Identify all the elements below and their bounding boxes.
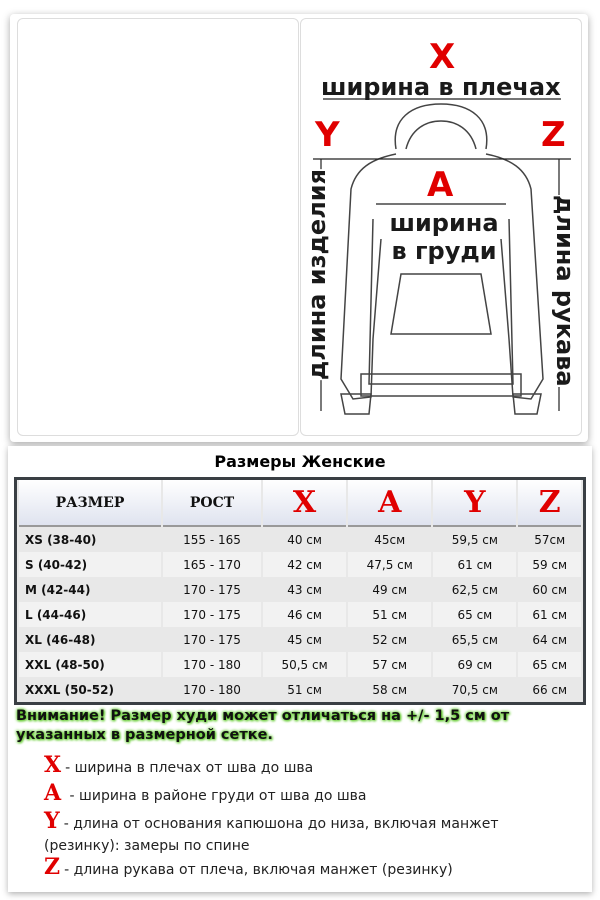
size-warning: Внимание! Размер худи может отличаться н… bbox=[16, 708, 510, 743]
height-cell: 170 - 180 bbox=[163, 652, 261, 677]
x-cell: 45 см bbox=[287, 632, 322, 647]
z-cell: 59 см bbox=[518, 552, 581, 577]
table-row: L (44-46) 170 - 175 46 см 51 см 65 см 61 см bbox=[19, 602, 581, 627]
table-row: M (42-44) 170 - 175 43 см 49 см 62,5 см 60 см bbox=[19, 577, 581, 602]
y-label: длина изделия bbox=[303, 169, 331, 381]
x-cell: 50,5 см bbox=[263, 652, 347, 677]
x-cell: 43 см bbox=[287, 582, 322, 597]
y-cell: 65,5 см bbox=[451, 632, 498, 647]
y-marker: Y bbox=[315, 115, 340, 155]
a-cell: 49 см bbox=[372, 582, 408, 597]
a-label-line2: в груди bbox=[391, 237, 497, 265]
header-a: A bbox=[348, 480, 432, 527]
y-cell: 65 см bbox=[433, 602, 517, 627]
table-row: S (40-42) 165 - 170 42 см 47,5 см 61 см 59 см bbox=[19, 552, 581, 577]
z-cell: 60 см bbox=[532, 582, 568, 597]
height-cell: 170 - 175 bbox=[183, 632, 241, 647]
size-table: РАЗМЕР РОСТ X A Y Z XS (38-40) 155 - 165 4… bbox=[14, 477, 586, 705]
z-cell: 64 см bbox=[532, 632, 568, 647]
legend-x: X- ширина в плечах от шва до шва bbox=[44, 754, 554, 779]
y-cell: 70,5 см bbox=[451, 682, 498, 697]
z-cell: 61 см bbox=[518, 602, 581, 627]
height-cell: 170 - 175 bbox=[183, 582, 241, 597]
table-row: XS (38-40) 155 - 165 40 см 45см 59,5 см 57см bbox=[19, 527, 581, 552]
header-y: Y bbox=[433, 480, 517, 527]
x-cell: 42 см bbox=[263, 552, 347, 577]
page-title: Размеры Женские bbox=[214, 452, 386, 471]
a-cell: 45см bbox=[374, 532, 406, 547]
table-row: XXXL (50-52) 170 - 180 51 см 58 см 70,5 см 66… bbox=[19, 677, 581, 702]
header-height: РОСТ bbox=[163, 480, 261, 527]
a-cell: 58 см bbox=[372, 682, 408, 697]
z-cell: 65 см bbox=[518, 652, 581, 677]
legend-y: Y- длина от основания капюшона до низа, … bbox=[44, 810, 554, 857]
y-cell: 62,5 см bbox=[451, 582, 498, 597]
size-cell: XS (38-40) bbox=[25, 532, 97, 547]
size-cell: XXXL (50-52) bbox=[25, 682, 114, 697]
height-cell: 155 - 165 bbox=[183, 532, 241, 547]
a-cell: 52 см bbox=[372, 632, 408, 647]
a-cell: 51 см bbox=[348, 602, 432, 627]
legend-letter: A bbox=[44, 780, 62, 806]
legend-text: - ширина в районе груди от шва до шва bbox=[65, 788, 367, 804]
legend-text: - длина от основания капюшона до низа, в… bbox=[44, 816, 499, 854]
hoodie-diagram-panel: X ширина в плечах Y Z A ширина в груди д… bbox=[300, 18, 582, 436]
table-row: XL (46-48) 170 - 175 45 см 52 см 65,5 см 64 с… bbox=[19, 627, 581, 652]
size-cell: XL (46-48) bbox=[25, 632, 96, 647]
legend-text: - длина рукава от плеча, включая манжет … bbox=[64, 862, 453, 878]
y-cell: 69 см bbox=[433, 652, 517, 677]
header-x: X bbox=[263, 480, 347, 527]
z-cell: 66 см bbox=[532, 682, 568, 697]
legend-letter: Z bbox=[44, 854, 61, 880]
z-marker: Z bbox=[541, 115, 566, 155]
height-cell: 170 - 180 bbox=[183, 682, 241, 697]
x-cell: 40 см bbox=[287, 532, 322, 547]
header-size: РАЗМЕР bbox=[19, 480, 161, 527]
a-label-line1: ширина bbox=[389, 209, 499, 237]
size-cell: L (44-46) bbox=[19, 602, 161, 627]
a-cell: 47,5 см bbox=[348, 552, 432, 577]
x-marker: X bbox=[429, 37, 456, 77]
x-label: ширина в плечах bbox=[321, 73, 561, 101]
x-cell: 51 см bbox=[287, 682, 322, 697]
z-cell: 57см bbox=[534, 532, 566, 547]
header-z: Z bbox=[518, 480, 581, 527]
legend-text: - ширина в плечах от шва до шва bbox=[65, 760, 314, 776]
legend-a: A - ширина в районе груди от шва до шва bbox=[44, 782, 554, 807]
y-cell: 61 см bbox=[433, 552, 517, 577]
size-cell: XXL (48-50) bbox=[19, 652, 161, 677]
table-row: XXL (48-50) 170 - 180 50,5 см 57 см 69 см 65 … bbox=[19, 652, 581, 677]
size-cell: S (40-42) bbox=[19, 552, 161, 577]
image-panel-empty bbox=[17, 18, 299, 436]
legend-letter: Y bbox=[44, 808, 60, 834]
y-cell: 59,5 см bbox=[451, 532, 498, 547]
a-marker: A bbox=[427, 165, 454, 205]
legend-z: Z- длина рукава от плеча, включая манжет… bbox=[44, 856, 554, 881]
size-cell: M (42-44) bbox=[25, 582, 91, 597]
a-cell: 57 см bbox=[348, 652, 432, 677]
size-diagram-card: X ширина в плечах Y Z A ширина в груди д… bbox=[10, 14, 588, 442]
height-cell: 165 - 170 bbox=[163, 552, 261, 577]
z-label: длина рукава bbox=[551, 195, 579, 387]
x-cell: 46 см bbox=[263, 602, 347, 627]
legend-letter: X bbox=[44, 752, 62, 778]
height-cell: 170 - 175 bbox=[163, 602, 261, 627]
